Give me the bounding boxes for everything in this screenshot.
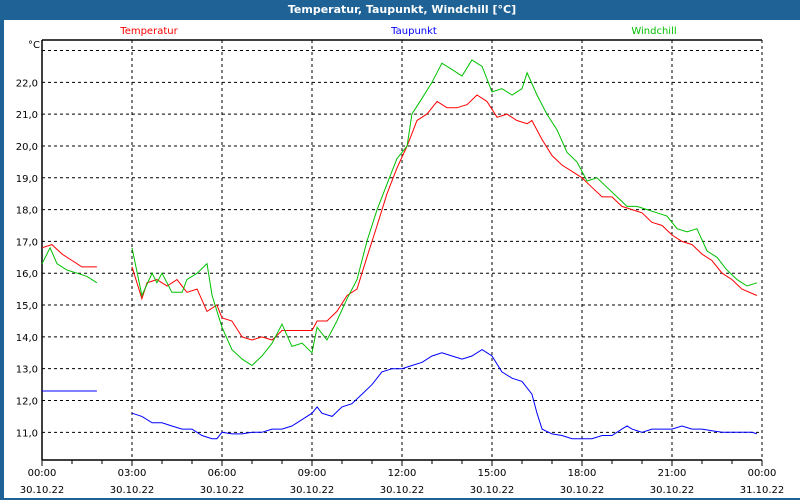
x-tick-time: 00:00	[28, 468, 57, 479]
y-tick-label: 11,0	[16, 428, 38, 439]
x-tick-date: 30.10.22	[470, 485, 515, 496]
x-tick-date: 31.10.22	[740, 485, 785, 496]
y-tick-label: 19,0	[16, 174, 38, 185]
legend-temperatur: Temperatur	[119, 26, 178, 37]
series-line-taupunkt	[131, 349, 758, 440]
series-lines	[41, 59, 758, 440]
x-tick-time: 06:00	[208, 468, 237, 479]
x-tick-time: 09:00	[298, 468, 327, 479]
y-tick-label: 14,0	[16, 333, 38, 344]
y-tick-label: 18,0	[16, 206, 38, 217]
x-tick-date: 30.10.22	[290, 485, 335, 496]
series-line-temperatur	[131, 94, 758, 341]
legend: Temperatur Taupunkt Windchill	[119, 26, 676, 37]
series-line-temperatur	[41, 244, 97, 268]
y-tick-label: 17,0	[16, 237, 38, 248]
x-tick-date: 30.10.22	[200, 485, 245, 496]
y-tick-label: 12,0	[16, 397, 38, 408]
y-tick-label: 13,0	[16, 365, 38, 376]
legend-windchill: Windchill	[631, 26, 676, 37]
x-tick-time: 15:00	[478, 468, 507, 479]
x-tick-date: 30.10.22	[110, 485, 155, 496]
y-tick-label: 15,0	[16, 301, 38, 312]
x-tick-time: 00:00	[748, 468, 777, 479]
x-tick-date: 30.10.22	[380, 485, 425, 496]
y-tick-label: 16,0	[16, 269, 38, 280]
axes: 11,0 12,0 13,0 14,0 15,0 16,0 17,0 18,0 19,0 20,0…	[16, 39, 785, 496]
series-line-windchill	[41, 246, 98, 284]
line-chart: 11,0 12,0 13,0 14,0 15,0 16,0 17,0 18,0 19,0 20,0…	[16, 26, 785, 496]
legend-taupunkt: Taupunkt	[390, 26, 437, 37]
x-tick-time: 03:00	[118, 468, 147, 479]
chart-area: 11,0 12,0 13,0 14,0 15,0 16,0 17,0 18,0 19,0 20,0…	[4, 20, 800, 498]
y-tick-label: 21,0	[16, 110, 38, 121]
series-line-windchill	[131, 59, 758, 367]
x-tick-time: 12:00	[388, 468, 417, 479]
x-tick-date: 30.10.22	[20, 485, 65, 496]
x-tick-date: 30.10.22	[650, 485, 695, 496]
grid	[42, 40, 763, 460]
window-title: Temperatur, Taupunkt, Windchill [°C]	[2, 0, 800, 20]
x-tick-time: 18:00	[568, 468, 597, 479]
y-axis-unit: °C	[28, 40, 40, 51]
x-tick-time: 21:00	[658, 468, 687, 479]
y-tick-label: 20,0	[16, 142, 38, 153]
x-tick-date: 30.10.22	[560, 485, 605, 496]
y-tick-label: 22,0	[16, 78, 38, 89]
